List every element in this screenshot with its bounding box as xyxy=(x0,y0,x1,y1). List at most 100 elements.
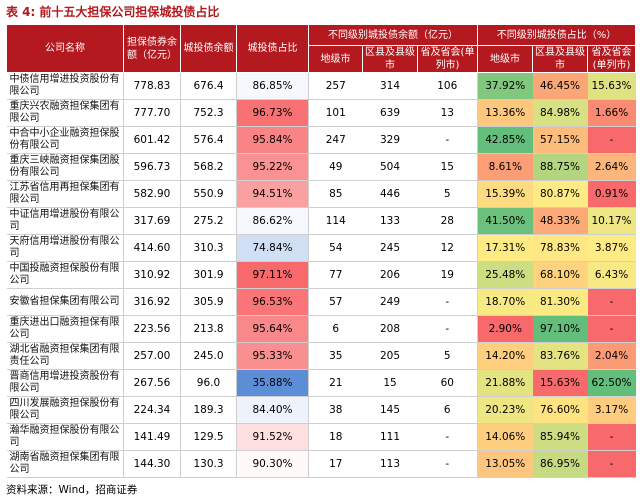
chengtou-share-cell: 86.85% xyxy=(236,72,309,100)
chengtou-balance-cell: 96.0 xyxy=(180,369,237,397)
balance-province-cell: 15 xyxy=(417,153,478,181)
chengtou-share-cell: 96.53% xyxy=(236,288,309,316)
share-county-cell: 85.94% xyxy=(532,423,588,451)
guarantee-balance-cell: 414.60 xyxy=(123,234,181,262)
guarantee-table: 公司名称 担保债券余额（亿元） 城投债余额 城投债占比 不同级别城投债余额（亿元… xyxy=(6,24,637,478)
share-county-cell: 15.63% xyxy=(532,369,588,397)
share-city-cell: 21.88% xyxy=(477,369,533,397)
table-row: 中债信用增进投资股份有限公司 778.83 676.4 86.85% 257 314 106… xyxy=(6,72,636,100)
share-city-cell: 37.92% xyxy=(477,72,533,100)
share-province-cell: 1.66% xyxy=(587,99,636,127)
share-county-cell: 81.30% xyxy=(532,288,588,316)
balance-province-cell: 5 xyxy=(417,180,478,208)
balance-province-cell: 106 xyxy=(417,72,478,100)
balance-province-cell: - xyxy=(417,126,478,154)
balance-province-cell: - xyxy=(417,450,478,478)
balance-city-cell: 77 xyxy=(308,261,363,289)
balance-county-cell: 113 xyxy=(362,450,418,478)
guarantee-balance-cell: 141.49 xyxy=(123,423,181,451)
balance-city-cell: 18 xyxy=(308,423,363,451)
share-province-cell: 3.87% xyxy=(587,234,636,262)
company-cell: 湖北省融资担保集团有限责任公司 xyxy=(6,342,124,370)
chengtou-share-cell: 97.11% xyxy=(236,261,309,289)
balance-province-cell: 13 xyxy=(417,99,478,127)
balance-province-cell: 60 xyxy=(417,369,478,397)
balance-county-cell: 208 xyxy=(362,315,418,343)
source-note: 资料来源：Wind，招商证券 xyxy=(6,484,138,496)
header-share-province: 省及省会(单列市) xyxy=(587,45,637,73)
share-province-cell: - xyxy=(587,423,636,451)
guarantee-balance-cell: 144.30 xyxy=(123,450,181,478)
chengtou-share-cell: 94.51% xyxy=(236,180,309,208)
balance-city-cell: 247 xyxy=(308,126,363,154)
chengtou-share-cell: 86.62% xyxy=(236,207,309,235)
chengtou-share-cell: 95.64% xyxy=(236,315,309,343)
header-group-balance: 不同级别城投债余额（亿元） xyxy=(307,24,479,46)
share-province-cell: 10.17% xyxy=(587,207,636,235)
table-row: 湖南省融资担保集团有限公司 144.30 130.3 90.30% 17 113-13.0… xyxy=(6,450,636,478)
chengtou-balance-cell: 213.8 xyxy=(180,315,237,343)
table-title: 表 4: 前十五大担保公司担保城投债占比 xyxy=(6,3,219,21)
chengtou-balance-cell: 752.3 xyxy=(180,99,237,127)
guarantee-balance-cell: 257.00 xyxy=(123,342,181,370)
share-city-cell: 25.48% xyxy=(477,261,533,289)
company-cell: 中债信用增进投资股份有限公司 xyxy=(6,72,124,100)
share-province-cell: - xyxy=(587,126,636,154)
balance-province-cell: - xyxy=(417,288,478,316)
balance-county-cell: 145 xyxy=(362,396,418,424)
company-cell: 重庆兴农融资担保集团有限公司 xyxy=(6,99,124,127)
share-county-cell: 83.76% xyxy=(532,342,588,370)
chengtou-share-cell: 96.73% xyxy=(236,99,309,127)
header-chengtou-balance: 城投债余额 xyxy=(180,24,237,73)
header-share-county: 区县及县级市 xyxy=(532,45,589,73)
balance-province-cell: 5 xyxy=(417,342,478,370)
balance-city-cell: 114 xyxy=(308,207,363,235)
share-county-cell: 88.75% xyxy=(532,153,588,181)
table-header: 公司名称 担保债券余额（亿元） 城投债余额 城投债占比 不同级别城投债余额（亿元… xyxy=(6,24,637,73)
balance-county-cell: 15 xyxy=(362,369,418,397)
table-title-text: 前十五大担保公司担保城投债占比 xyxy=(39,5,220,19)
header-share-city: 地级市 xyxy=(477,45,534,73)
share-city-cell: 15.39% xyxy=(477,180,533,208)
chengtou-balance-cell: 301.9 xyxy=(180,261,237,289)
table-row: 安徽省担保集团有限公司 316.92 305.9 96.53% 57 249-18.70%… xyxy=(6,288,636,316)
guarantee-balance-cell: 223.56 xyxy=(123,315,181,343)
share-province-cell: - xyxy=(587,450,636,478)
share-province-cell: 6.43% xyxy=(587,261,636,289)
balance-county-cell: 133 xyxy=(362,207,418,235)
share-city-cell: 13.05% xyxy=(477,450,533,478)
chengtou-balance-cell: 275.2 xyxy=(180,207,237,235)
balance-city-cell: 257 xyxy=(308,72,363,100)
table-body: 中债信用增进投资股份有限公司 778.83 676.4 86.85% 257 314 106… xyxy=(6,72,636,478)
balance-province-cell: - xyxy=(417,423,478,451)
company-cell: 中证信用增进股份有限公司 xyxy=(6,207,124,235)
balance-county-cell: 249 xyxy=(362,288,418,316)
chengtou-share-cell: 35.88% xyxy=(236,369,309,397)
header-balance-county: 区县及县级市 xyxy=(362,45,418,73)
guarantee-balance-cell: 317.69 xyxy=(123,207,181,235)
chengtou-share-cell: 95.22% xyxy=(236,153,309,181)
chengtou-balance-cell: 130.3 xyxy=(180,450,237,478)
chengtou-balance-cell: 245.0 xyxy=(180,342,237,370)
table-row: 晋商信用增进投资股份有限公司 267.56 96.0 35.88% 21 15 60 21.8… xyxy=(6,369,636,397)
share-province-cell: 15.63% xyxy=(587,72,636,100)
balance-county-cell: 446 xyxy=(362,180,418,208)
guarantee-balance-cell: 778.83 xyxy=(123,72,181,100)
balance-city-cell: 21 xyxy=(308,369,363,397)
share-city-cell: 42.85% xyxy=(477,126,533,154)
guarantee-balance-cell: 582.90 xyxy=(123,180,181,208)
balance-county-cell: 314 xyxy=(362,72,418,100)
guarantee-balance-cell: 596.73 xyxy=(123,153,181,181)
share-city-cell: 8.61% xyxy=(477,153,533,181)
balance-city-cell: 35 xyxy=(308,342,363,370)
company-cell: 晋商信用增进投资股份有限公司 xyxy=(6,369,124,397)
guarantee-balance-cell: 267.56 xyxy=(123,369,181,397)
balance-province-cell: 12 xyxy=(417,234,478,262)
header-balance-province: 省及省会(单列市) xyxy=(416,45,479,73)
balance-city-cell: 17 xyxy=(308,450,363,478)
balance-city-cell: 57 xyxy=(308,288,363,316)
share-province-cell: - xyxy=(587,315,636,343)
guarantee-balance-cell: 777.70 xyxy=(123,99,181,127)
balance-province-cell: - xyxy=(417,315,478,343)
share-county-cell: 84.98% xyxy=(532,99,588,127)
